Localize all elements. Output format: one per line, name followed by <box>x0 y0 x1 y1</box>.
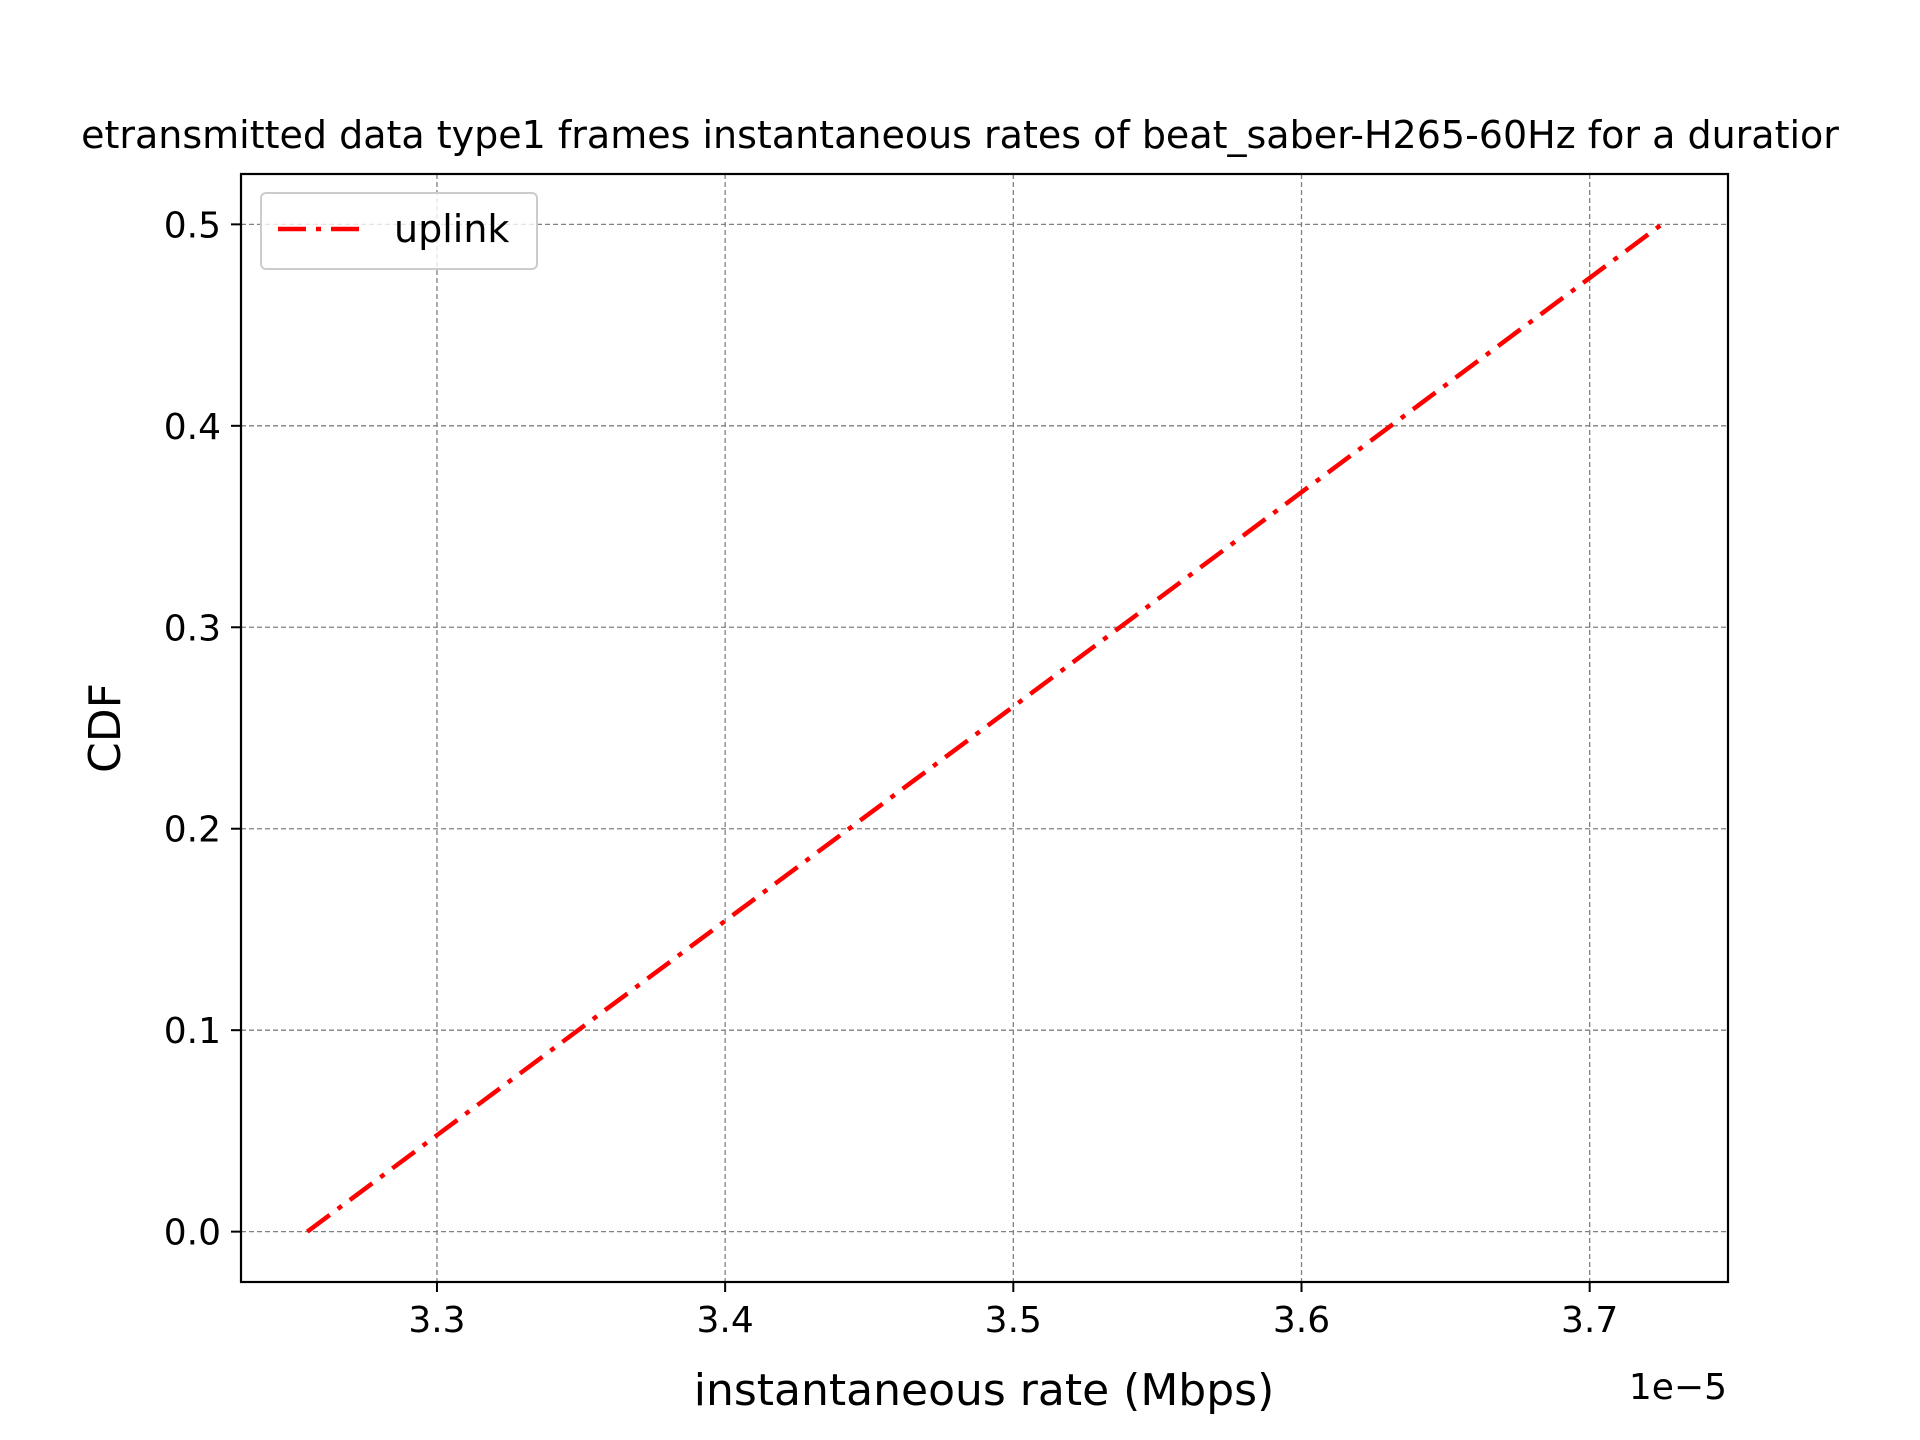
plot-frame <box>239 172 1730 1284</box>
x-axis-ticks: 3.3 3.4 3.5 3.6 3.7 <box>408 1282 1618 1341</box>
series-line-uplink <box>305 222 1664 1234</box>
series-layer <box>305 222 1664 1234</box>
x-tick-label: 3.6 <box>1273 1300 1330 1341</box>
grid-layer <box>241 174 1728 1282</box>
x-tick-label: 3.5 <box>985 1300 1042 1341</box>
y-tick-label: 0.0 <box>164 1213 221 1254</box>
y-tick-label: 0.1 <box>164 1011 221 1052</box>
x-tick-label: 3.3 <box>408 1300 465 1341</box>
x-axis-offset-label: 1e−5 <box>1629 1367 1727 1408</box>
legend: uplink <box>260 192 538 270</box>
y-axis-label: CDF <box>80 683 131 773</box>
y-axis-ticks: 0.0 0.1 0.2 0.3 0.4 0.5 <box>164 205 241 1254</box>
legend-box <box>260 192 538 270</box>
legend-label-uplink: uplink <box>394 207 509 251</box>
y-tick-label: 0.3 <box>164 608 221 649</box>
x-tick-label: 3.7 <box>1561 1300 1618 1341</box>
x-axis-label: instantaneous rate (Mbps) <box>694 1365 1274 1416</box>
x-tick-label: 3.4 <box>697 1300 754 1341</box>
chart-title: etransmitted data type1 frames instantan… <box>81 113 1839 157</box>
y-tick-label: 0.4 <box>164 407 221 448</box>
y-tick-label: 0.2 <box>164 810 221 851</box>
y-tick-label: 0.5 <box>164 205 221 246</box>
